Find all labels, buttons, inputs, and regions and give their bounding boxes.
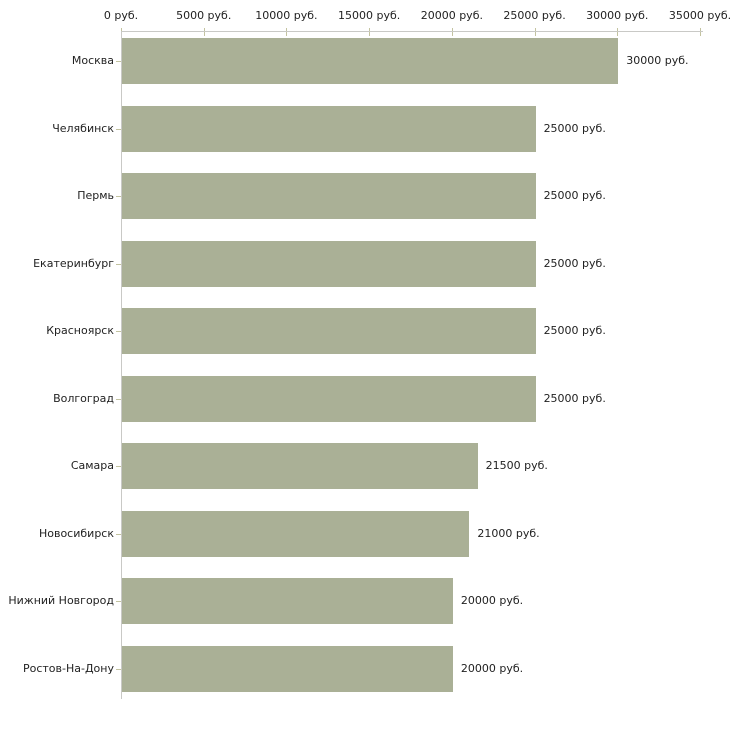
value-label: 25000 руб. bbox=[543, 391, 606, 405]
x-tick-mark bbox=[203, 28, 205, 36]
x-tick-mark bbox=[700, 28, 701, 36]
x-tick-mark bbox=[369, 28, 371, 36]
category-label: Москва bbox=[71, 54, 114, 67]
bar bbox=[122, 510, 470, 557]
y-tick-mark bbox=[116, 129, 121, 130]
category-label: Нижний Новгород bbox=[8, 594, 114, 608]
value-label: 25000 руб. bbox=[543, 256, 606, 270]
value-label: 20000 руб. bbox=[460, 594, 524, 608]
bar bbox=[122, 308, 536, 355]
value-label: 21500 руб. bbox=[485, 459, 548, 473]
x-tick-label: 10000 руб. bbox=[255, 9, 318, 22]
bar bbox=[122, 105, 536, 152]
value-label: 21000 руб. bbox=[477, 526, 540, 540]
bar bbox=[122, 645, 453, 692]
value-label: 25000 руб. bbox=[543, 324, 606, 338]
y-tick-mark bbox=[116, 601, 121, 602]
x-tick-mark bbox=[534, 28, 536, 36]
x-tick-label: 30000 руб. bbox=[586, 9, 649, 22]
y-tick-mark bbox=[116, 264, 121, 265]
bar bbox=[122, 38, 619, 84]
category-label: Самара bbox=[70, 459, 114, 473]
category-label: Новосибирск bbox=[38, 526, 114, 540]
value-label: 20000 руб. bbox=[460, 661, 524, 675]
y-tick-mark bbox=[116, 534, 121, 535]
x-tick-label: 20000 руб. bbox=[420, 9, 483, 22]
bar bbox=[122, 173, 536, 220]
category-label: Челябинск bbox=[52, 121, 114, 135]
y-tick-mark bbox=[116, 669, 121, 670]
value-label: 30000 руб. bbox=[626, 54, 689, 67]
value-label: 25000 руб. bbox=[543, 121, 606, 135]
y-tick-mark bbox=[116, 61, 121, 62]
value-label: 25000 руб. bbox=[543, 189, 606, 203]
bar bbox=[122, 443, 478, 490]
x-tick-label: 35000 руб. bbox=[668, 9, 730, 22]
x-tick-mark bbox=[617, 28, 619, 36]
category-label: Екатеринбург bbox=[33, 256, 114, 270]
x-tick-label: 25000 руб. bbox=[503, 9, 566, 22]
bar bbox=[122, 240, 536, 287]
bar bbox=[122, 578, 453, 625]
x-tick-mark bbox=[451, 28, 453, 36]
x-tick-label: 15000 руб. bbox=[338, 9, 401, 22]
category-label: Пермь bbox=[77, 189, 114, 203]
y-tick-mark bbox=[116, 196, 121, 197]
y-tick-mark bbox=[116, 466, 121, 467]
bar bbox=[122, 375, 536, 422]
x-tick-label: 5000 руб. bbox=[176, 9, 232, 22]
category-label: Красноярск bbox=[46, 324, 114, 338]
y-axis-line bbox=[121, 31, 122, 699]
x-axis-line bbox=[121, 31, 703, 32]
y-tick-mark bbox=[116, 399, 121, 400]
y-tick-mark bbox=[116, 331, 121, 332]
category-label: Волгоград bbox=[53, 391, 114, 405]
x-tick-label: 0 руб. bbox=[103, 9, 139, 22]
x-tick-mark bbox=[286, 28, 288, 36]
category-label: Ростов-На-Дону bbox=[22, 661, 114, 675]
